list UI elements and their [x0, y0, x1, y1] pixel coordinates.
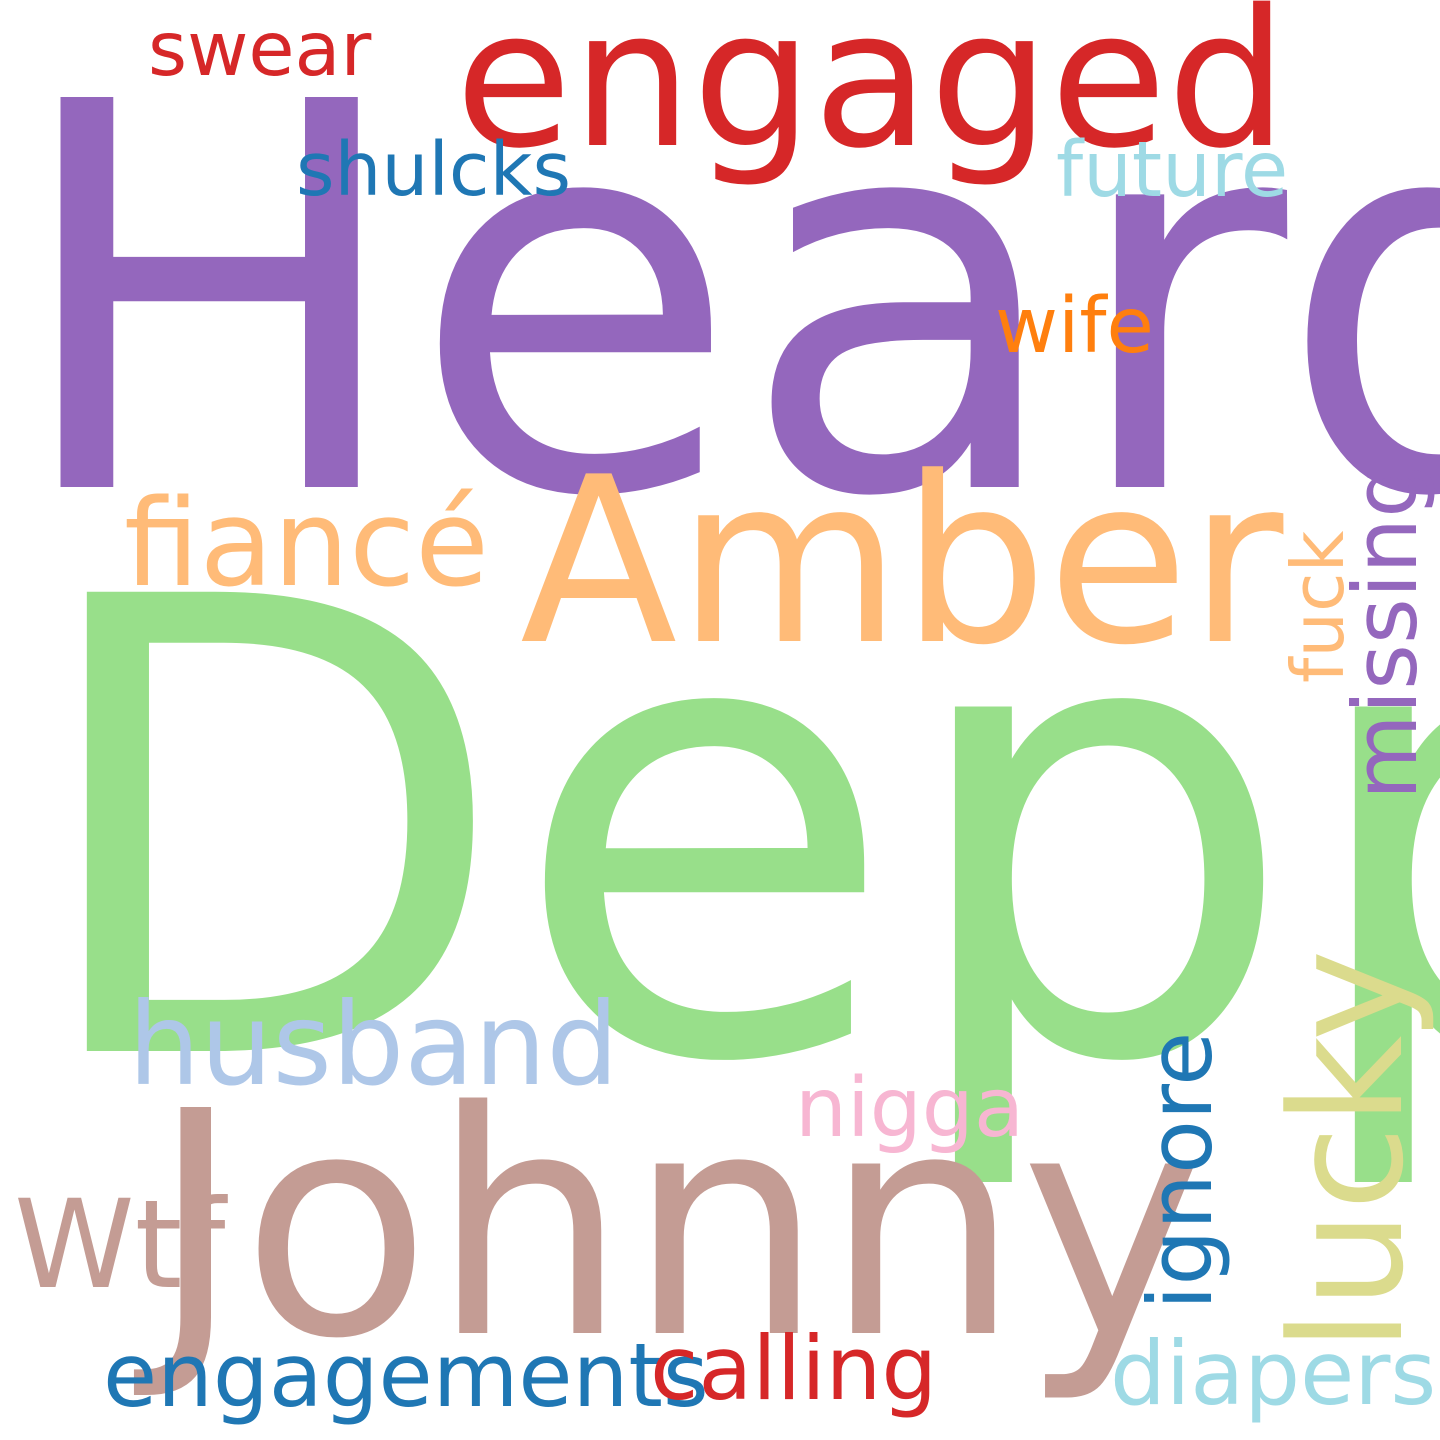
word-nigga: nigga	[795, 1061, 1025, 1156]
word-engaged: engaged	[455, 0, 1288, 190]
word-johnny: Johnny	[150, 1046, 1204, 1407]
word-lucky: lucky	[1257, 949, 1438, 1353]
word-shulcks: shulcks	[296, 127, 572, 213]
word-future: future	[1056, 126, 1289, 215]
word-swear: swear	[148, 5, 372, 93]
word-engagements: engagements	[103, 1324, 709, 1427]
word-husband: husband	[128, 978, 619, 1111]
word-fiance: fiancé	[124, 475, 489, 614]
word-wife: wife	[995, 282, 1154, 371]
word-heard: Heard	[8, 0, 1440, 614]
word-amber: Amber	[520, 429, 1284, 696]
word-wtf: Wtf	[14, 1174, 226, 1316]
word-missing: missing	[1334, 462, 1437, 800]
word-depp: Depp	[25, 466, 1440, 1200]
word-diapers: diapers	[1110, 1322, 1437, 1425]
word-ignore: ignore	[1129, 1031, 1232, 1310]
word-calling: calling	[650, 1317, 938, 1420]
